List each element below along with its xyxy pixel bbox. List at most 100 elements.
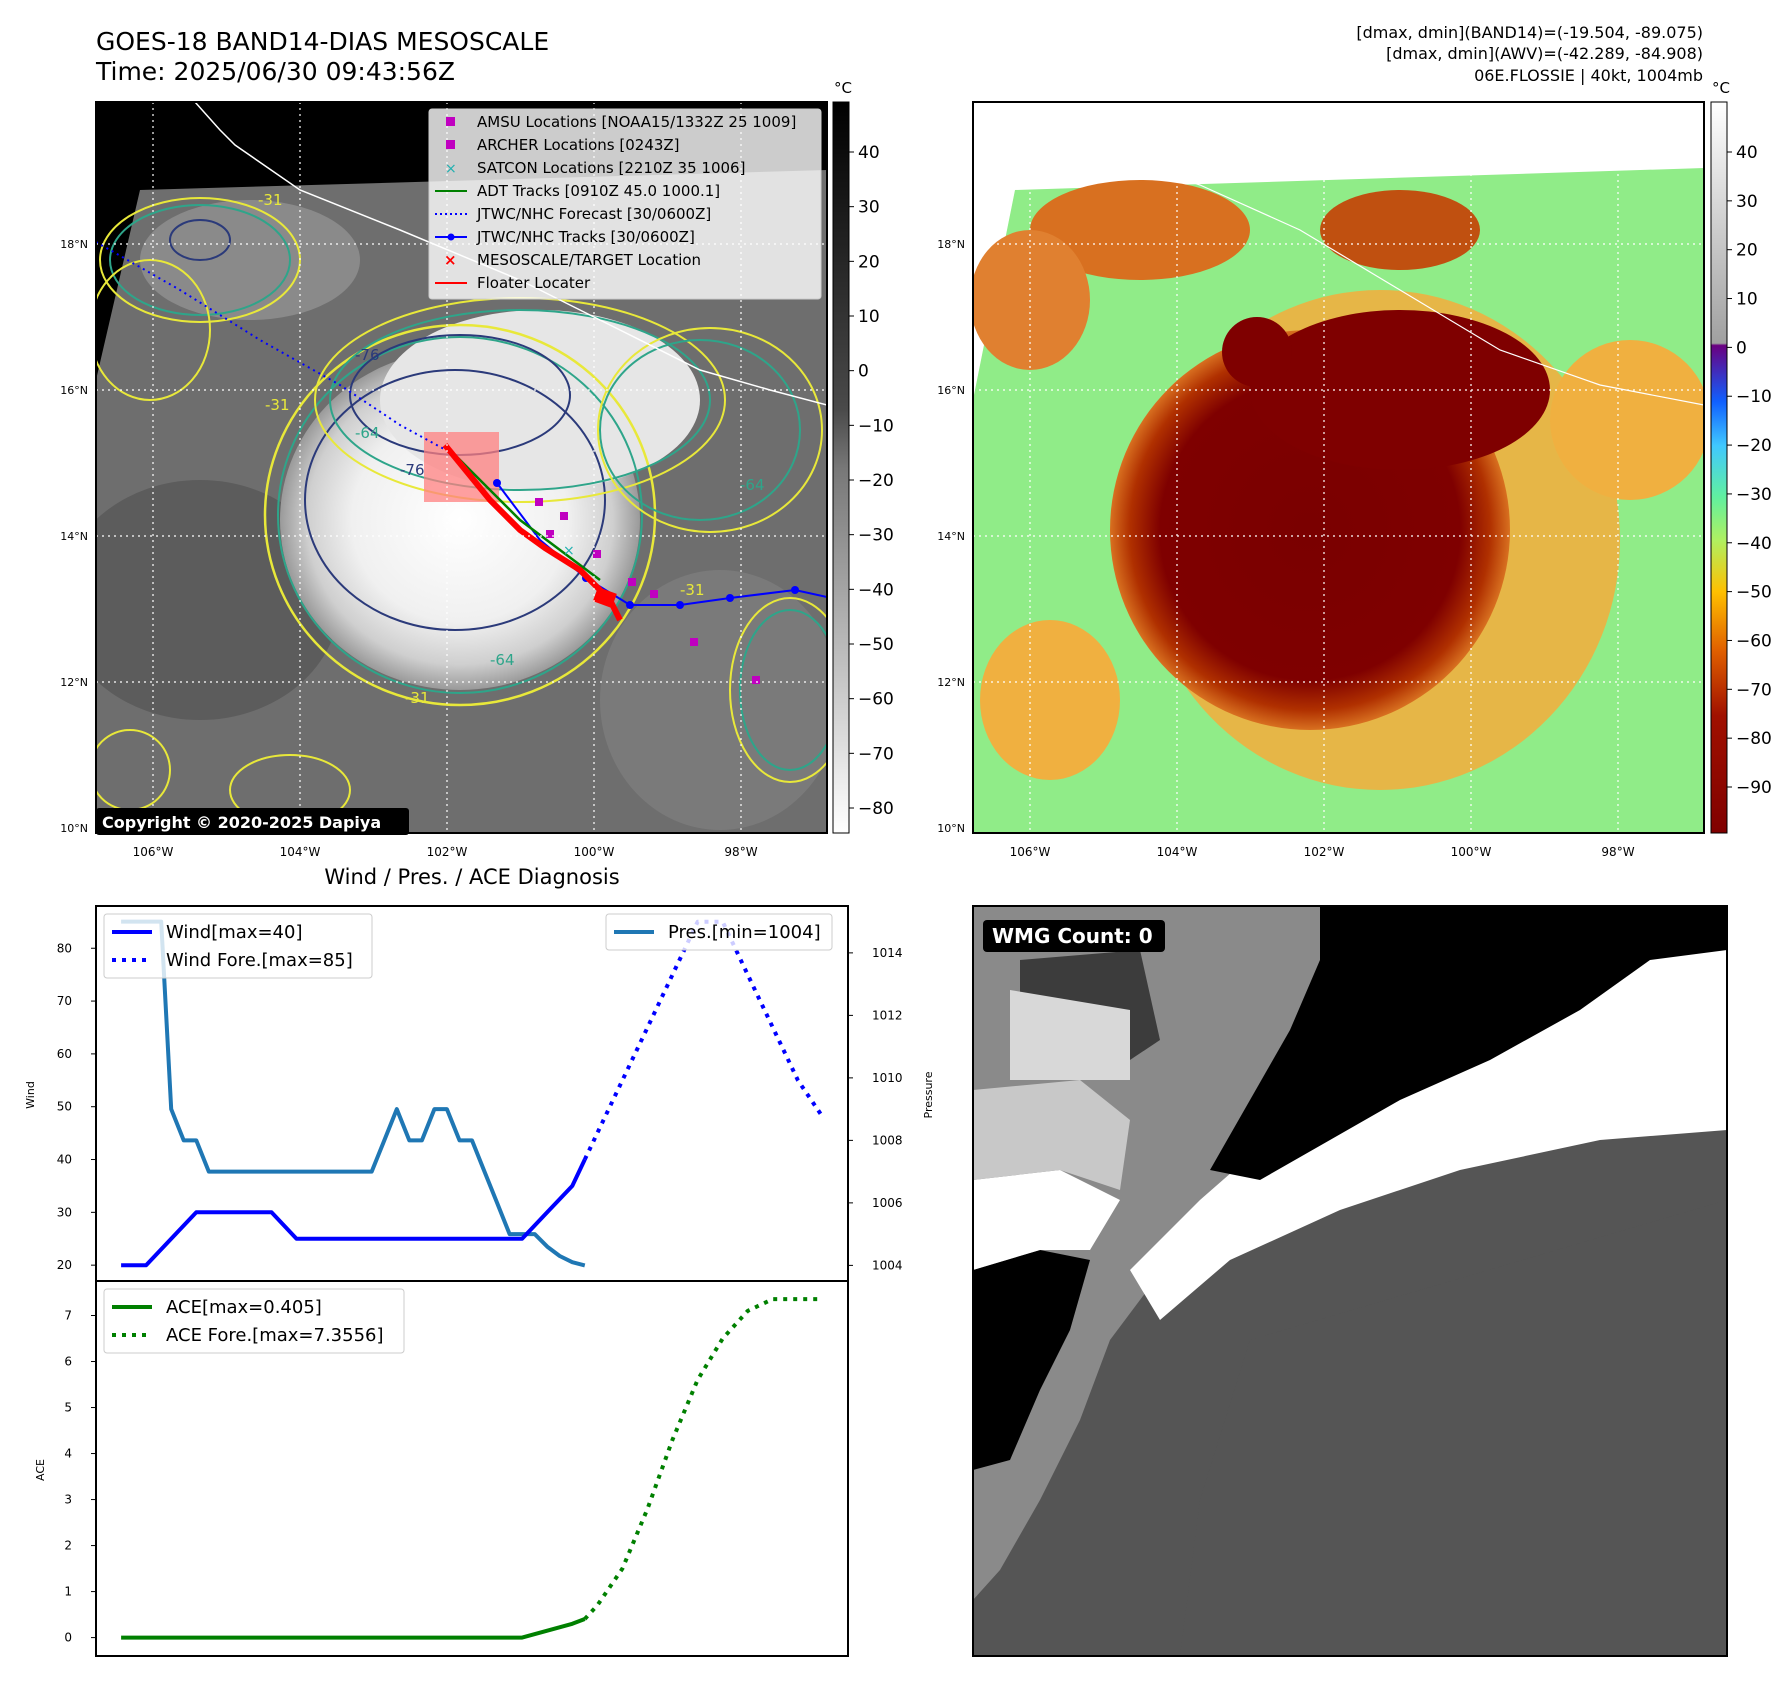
colorbar-tick: −60	[858, 690, 894, 710]
legend-label: JTWC/NHC Tracks [30/0600Z]	[476, 228, 695, 246]
lon-tick: 106°W	[133, 845, 174, 859]
storm-info: 06E.FLOSSIE | 40kt, 1004mb	[1474, 66, 1703, 85]
lon-tick: 106°W	[1010, 845, 1051, 859]
legend-label: AMSU Locations [NOAA15/1332Z 25 1009]	[477, 113, 796, 131]
contour-label: -64	[490, 651, 515, 669]
axis-tick-label: 0	[64, 1631, 72, 1645]
lon-tick: 98°W	[724, 845, 757, 859]
legend-label: MESOSCALE/TARGET Location	[477, 251, 701, 269]
axis-tick-label: 1008	[872, 1133, 903, 1147]
awv-range: [dmax, dmin](AWV)=(-42.289, -84.908)	[1386, 44, 1703, 63]
colorbar-tick: 20	[858, 252, 880, 272]
lon-tick: 104°W	[280, 845, 321, 859]
ir-map-legend: AMSU Locations [NOAA15/1332Z 25 1009] AR…	[428, 108, 822, 300]
lat-tick: 18°N	[937, 238, 965, 251]
axis-tick-label: 1010	[872, 1071, 903, 1085]
colorbar-tick: −80	[858, 799, 894, 819]
pressure-axis-ticks: 1004 1006 1008 1010 1012 1014	[848, 946, 903, 1272]
wmg-gray-band	[973, 906, 1727, 1600]
contour-minus31-outer	[263, 323, 657, 707]
colorbar-tick: −50	[1736, 583, 1772, 603]
diagnosis-title: Wind / Pres. / ACE Diagnosis	[324, 865, 619, 889]
legend-label: ARCHER Locations [0243Z]	[477, 136, 680, 154]
lon-tick: 98°W	[1601, 845, 1634, 859]
axis-tick-label: 4	[64, 1447, 72, 1461]
axis-tick-label: 60	[57, 1047, 72, 1061]
legend-label: JTWC/NHC Forecast [30/0600Z]	[476, 205, 711, 223]
colorbar-tick: 0	[858, 362, 869, 382]
legend-label: SATCON Locations [2210Z 35 1006]	[477, 159, 745, 177]
awv-lat-ticks: 10°N 12°N 14°N 16°N 18°N	[937, 238, 965, 835]
ir-map-panel: × -31 -64 -76 -31 -64 -31 -64 -76 -31	[60, 79, 894, 859]
contour-label: -31	[405, 689, 430, 707]
adt-track	[449, 449, 601, 581]
axis-tick-label: 20	[57, 1258, 72, 1272]
contour-minus64	[277, 336, 643, 694]
colorbar-tick: −70	[858, 744, 894, 764]
axis-tick-label: 50	[57, 1100, 72, 1114]
colorbar-tick: 20	[1736, 241, 1758, 261]
wind-series-line	[121, 1158, 587, 1268]
legend-wind-label: Wind[max=40]	[166, 922, 303, 943]
colorbar-tick: 40	[1736, 143, 1758, 163]
satcon-marker: ×	[563, 543, 575, 559]
colorbar-tick: 0	[1736, 338, 1747, 358]
colorbar-tick: −90	[1736, 778, 1772, 798]
contour-label: -64	[740, 476, 765, 494]
colorbar-tick: 40	[858, 143, 880, 163]
band14-range: [dmax, dmin](BAND14)=(-19.504, -89.075)	[1356, 23, 1703, 42]
colorbar-tick: −30	[1736, 485, 1772, 505]
ace-series-line	[121, 1617, 586, 1640]
axis-tick-label: 3	[64, 1493, 72, 1507]
colorbar-tick: −40	[858, 580, 894, 600]
awv-colorbar	[1710, 101, 1728, 834]
colorbar-tick: 10	[858, 307, 880, 327]
ace-axis-label: ACE	[34, 1459, 47, 1481]
axis-tick-label: 1	[64, 1585, 72, 1599]
colorbar-tick: −60	[1736, 631, 1772, 651]
pressure-axis-label: Pressure	[922, 1071, 935, 1118]
lon-tick: 100°W	[574, 845, 615, 859]
lon-tick: 102°W	[427, 845, 468, 859]
lat-tick: 12°N	[60, 676, 88, 689]
ace-legend: ACE[max=0.405] ACE Fore.[max=7.3556]	[103, 1288, 405, 1354]
ir-colorbar-ticks: 40 30 20 10 0 −10 −20 −30 −40 −50 −60 −70 −80	[849, 143, 894, 819]
colorbar-tick: −40	[1736, 534, 1772, 554]
lon-tick: 102°W	[1304, 845, 1345, 859]
ace-series-layer	[121, 1297, 823, 1640]
pressure-series-line	[121, 919, 586, 1268]
lat-tick: 10°N	[937, 822, 965, 835]
legend-ace-fore-label: ACE Fore.[max=7.3556]	[166, 1325, 384, 1346]
axis-tick-label: 1006	[872, 1196, 903, 1210]
ace-axis-ticks: 0 1 2 3 4 5 6 7	[64, 1309, 96, 1645]
colorbar-tick: 30	[858, 198, 880, 218]
ir-lat-ticks: 10°N 12°N 14°N 16°N 18°N	[60, 238, 88, 835]
contour-label: -31	[258, 191, 283, 209]
colorbar-tick: −10	[1736, 387, 1772, 407]
colorbar-tick: 10	[1736, 290, 1758, 310]
awv-coastline	[1014, 102, 1704, 406]
wmg-black-band	[1210, 906, 1727, 1180]
wmg-count-label: WMG Count: 0	[992, 924, 1153, 948]
ir-colorbar	[832, 101, 850, 834]
contour-label: -76	[355, 346, 380, 364]
awv-colorbar-ticks: 40 30 20 10 0 −10 −20 −30 −40 −50 −60 −70 −80 −90	[1727, 143, 1772, 798]
lat-tick: 16°N	[60, 384, 88, 397]
wmg-panel: WMG Count: 0	[972, 905, 1728, 1657]
axis-tick-label: 6	[64, 1355, 72, 1369]
legend-amsu-marker	[446, 117, 455, 126]
lat-tick: 14°N	[60, 530, 88, 543]
pressure-legend: Pres.[min=1004]	[605, 913, 833, 951]
legend-satcon-marker: ×	[445, 161, 457, 177]
amsu-archer-markers	[535, 498, 760, 684]
colorbar-tick: −20	[1736, 436, 1772, 456]
figure-time: Time: 2025/06/30 09:43:56Z	[95, 57, 455, 86]
legend-pres-label: Pres.[min=1004]	[668, 922, 821, 943]
colorbar-tick: −30	[858, 526, 894, 546]
legend-label: Floater Locater	[477, 274, 591, 292]
axis-tick-label: 70	[57, 994, 72, 1008]
axis-tick-label: 1014	[872, 946, 903, 960]
colorbar-tick: −70	[1736, 680, 1772, 700]
